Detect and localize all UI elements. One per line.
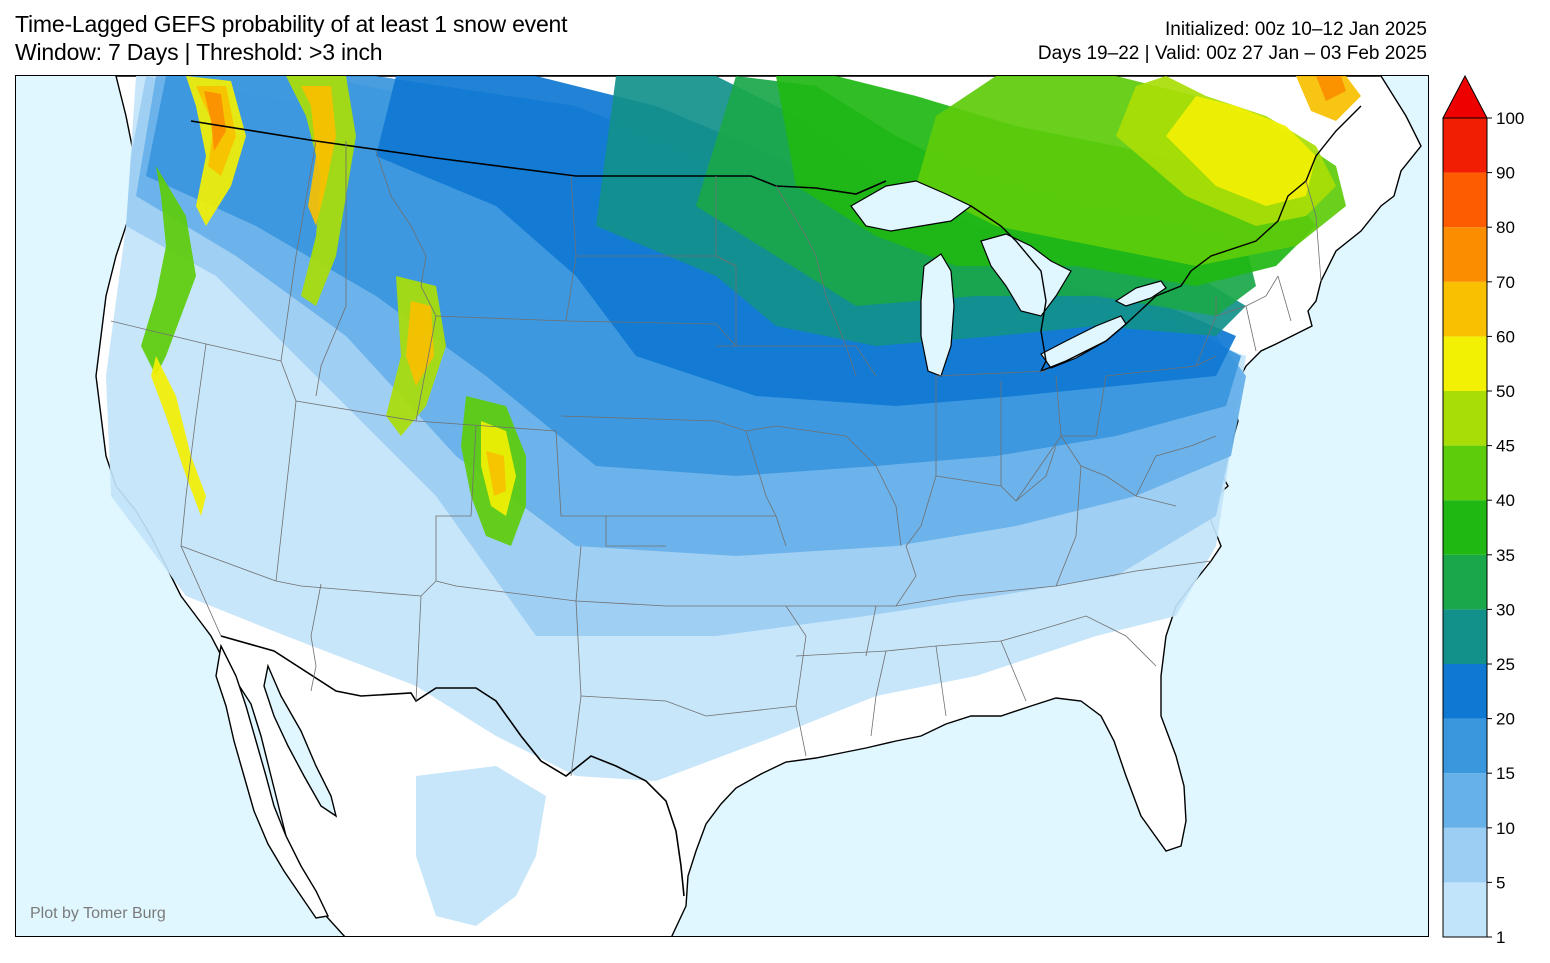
political-borders: [110, 105, 1362, 897]
title-line-1: Time-Lagged GEFS probability of at least…: [15, 11, 568, 37]
colorbar-bin-40: [1443, 445, 1487, 501]
baja-peninsula: [215, 643, 330, 919]
colorbar-label-10: 10: [1496, 819, 1515, 838]
colorbar-bin-5: [1443, 827, 1487, 883]
colorbar-bin-30: [1443, 554, 1487, 610]
colorbar-bin-10: [1443, 773, 1487, 828]
colorbar-label-20: 20: [1496, 710, 1515, 729]
colorbar-bin-80: [1443, 172, 1487, 228]
colorbar-label-80: 80: [1496, 218, 1515, 237]
colorbar-bin-90: [1443, 118, 1487, 173]
colorbar-bin-25: [1443, 609, 1487, 664]
colorbar-bin-45: [1443, 391, 1487, 446]
title-line-2: Window: 7 Days | Threshold: >3 inch: [15, 39, 383, 65]
colorbar-label-90: 90: [1496, 164, 1515, 183]
lake-superior: [850, 180, 973, 232]
colorbar-label-1: 1: [1496, 928, 1505, 947]
initialized-label: Initialized: 00z 10–12 Jan 2025: [1165, 19, 1427, 40]
colorbar-bin-1: [1443, 882, 1487, 937]
plot-credit: Plot by Tomer Burg: [30, 905, 166, 922]
shade-region-13: [1316, 76, 1346, 101]
map-panel: [15, 75, 1429, 937]
shade-region-17: [204, 91, 226, 151]
colorbar-label-45: 45: [1496, 437, 1515, 456]
lake-huron: [980, 233, 1072, 317]
colorbar-label-70: 70: [1496, 273, 1515, 292]
shade-region-14: [141, 166, 196, 376]
colorbar-label-15: 15: [1496, 764, 1515, 783]
canada-us-border: [190, 120, 887, 195]
great-lakes: [850, 180, 1167, 377]
run-info: Initialized: 00z 10–12 Jan 2025 Days 19–…: [1038, 18, 1427, 66]
snow-probability-map: [16, 76, 1428, 936]
colorbar-bin-35: [1443, 500, 1487, 555]
shade-region-18: [151, 356, 206, 516]
mexico-us-border: [220, 635, 685, 897]
shade-region-25: [486, 451, 506, 496]
shade-region-20: [301, 86, 336, 226]
lake-ontario: [1114, 280, 1167, 307]
state-borders: [110, 140, 1322, 777]
colorbar-label-5: 5: [1496, 873, 1505, 892]
colorbar-bin-20: [1443, 664, 1487, 719]
colorbar-label-35: 35: [1496, 546, 1515, 565]
shade-region-1: [416, 766, 546, 926]
colorbar-label-30: 30: [1496, 600, 1515, 619]
colorbar-bin-50: [1443, 336, 1487, 391]
colorbar-label-40: 40: [1496, 491, 1515, 510]
colorbar-label-50: 50: [1496, 382, 1515, 401]
colorbar-bin-70: [1443, 227, 1487, 282]
colorbar-bin-60: [1443, 281, 1487, 337]
colorbar-bin-15: [1443, 718, 1487, 774]
colorbar-extend-arrow: [1442, 74, 1488, 119]
gulf-of-california: [263, 663, 338, 818]
shade-region-11: [1166, 96, 1316, 206]
colorbar-label-25: 25: [1496, 655, 1515, 674]
map-title: Time-Lagged GEFS probability of at least…: [15, 10, 568, 66]
colorbar-label-100: 100: [1496, 109, 1524, 128]
valid-label: Days 19–22 | Valid: 00z 27 Jan – 03 Feb …: [1037, 43, 1427, 64]
colorbar-frame: [1442, 117, 1488, 938]
colorbar-label-60: 60: [1496, 327, 1515, 346]
lake-michigan: [920, 253, 955, 377]
great-lakes-border: [970, 105, 1362, 373]
probability-shading: [106, 76, 1361, 926]
